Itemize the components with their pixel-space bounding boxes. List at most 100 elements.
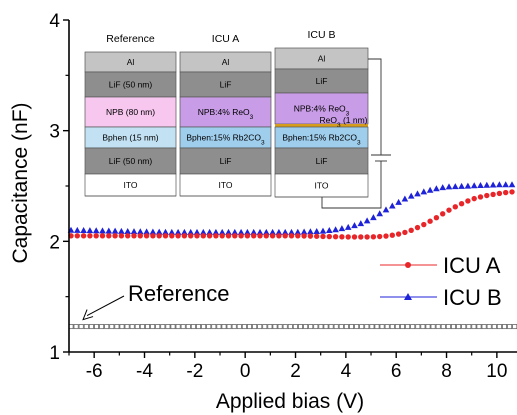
reference-point (109, 324, 115, 330)
reference-point (318, 324, 324, 330)
icu-a-point (244, 233, 251, 239)
icu-a-point (188, 233, 194, 239)
icu-b-point (244, 228, 251, 235)
icu-a-point (465, 198, 471, 204)
icu-a-point (427, 218, 433, 224)
reference-point (476, 324, 482, 330)
icu-b-point (300, 228, 308, 235)
icu-a-point (477, 194, 484, 200)
icu-a-point (421, 221, 427, 228)
icu-b-point (218, 228, 226, 235)
reference-point (369, 324, 375, 330)
icu-a-point (251, 233, 257, 239)
icu-a-point (471, 195, 477, 202)
icu-a-point (377, 233, 383, 240)
icu-b-point (489, 181, 497, 188)
icu-a-point (74, 233, 81, 239)
icu-b-point (263, 228, 270, 235)
series-reference (68, 324, 517, 330)
icu-a-point (433, 214, 440, 221)
icu-b-point (74, 226, 81, 233)
x-tick-label: 6 (391, 361, 402, 382)
icu-b-point (137, 228, 144, 235)
icu-b-point (231, 228, 239, 235)
icu-b-point (376, 210, 383, 217)
reference-point (282, 324, 288, 330)
reference-point (394, 324, 400, 330)
reference-point (481, 324, 487, 330)
reference-point (231, 324, 237, 330)
reference-point (415, 324, 421, 330)
layer-label: Bphen (15 nm) (102, 133, 158, 143)
reference-point (491, 324, 497, 330)
reference-point (359, 324, 365, 330)
y-tick-label: 4 (49, 11, 60, 32)
icu-a-point (490, 191, 496, 198)
reference-point (155, 324, 161, 330)
legend-item: ICU A (380, 253, 501, 278)
reference-point (201, 324, 207, 330)
icu-b-point (99, 227, 106, 234)
reference-point (399, 324, 405, 330)
circuit-wire (321, 58, 391, 209)
x-tick-label: 8 (441, 361, 452, 382)
reference-point (195, 324, 201, 330)
reference-point (308, 324, 314, 330)
icu-a-point (80, 233, 87, 239)
layer-1 (84, 71, 177, 98)
reference-point (343, 324, 349, 330)
icu-b-point (92, 227, 100, 234)
series-layer (67, 181, 517, 330)
layer-2 (274, 92, 369, 125)
x-tick-label: -4 (136, 361, 153, 382)
reference-annotation: Reference (82, 281, 230, 321)
icu-b-point (237, 228, 245, 235)
reference-point (252, 324, 258, 330)
reference-point (73, 324, 79, 330)
reference-point (425, 324, 431, 330)
layer-label: LiF (50 nm) (109, 80, 153, 90)
stack-title: Reference (106, 33, 155, 45)
series-icu-a (68, 189, 515, 240)
icu-a-point (301, 233, 307, 239)
icu-a-point (99, 233, 106, 239)
layer-label: ITO (123, 180, 137, 190)
reference-point (440, 324, 446, 330)
reference-point (134, 324, 140, 330)
reference-point (190, 324, 196, 330)
icu-a-point (93, 233, 99, 239)
icu-b-point (407, 192, 415, 199)
icu-b-point (256, 228, 264, 235)
x-tick-label: -2 (186, 361, 203, 382)
icu-a-point (269, 233, 276, 239)
reference-point (257, 324, 263, 330)
reference-point (303, 324, 309, 330)
reference-point (410, 324, 416, 330)
icu-a-point (496, 190, 503, 197)
reference-point (420, 324, 426, 330)
reference-point (119, 324, 125, 330)
icu-a-point (295, 233, 301, 239)
reference-point (313, 324, 319, 330)
icu-a-point (339, 234, 345, 240)
icu-a-point (169, 233, 175, 239)
layer-label: LiF (50 nm) (109, 156, 153, 166)
reference-point (144, 324, 150, 330)
icu-b-point (118, 227, 125, 234)
icu-b-point (382, 206, 390, 213)
reference-point (364, 324, 370, 330)
icu-a-point (509, 189, 515, 195)
layer-label: Bphen:15% Rb2CO3 (186, 133, 265, 147)
layer-label: LiF (220, 80, 232, 90)
reference-point (456, 324, 462, 330)
icu-a-point (181, 233, 188, 239)
icu-b-point (426, 186, 434, 193)
reference-point (124, 324, 130, 330)
reference-point (104, 324, 110, 330)
icu-a-point (402, 229, 408, 236)
layer-label: LiF (316, 156, 328, 166)
icu-a-point (383, 233, 389, 239)
icu-b-point (225, 228, 232, 235)
reference-point (501, 324, 507, 330)
